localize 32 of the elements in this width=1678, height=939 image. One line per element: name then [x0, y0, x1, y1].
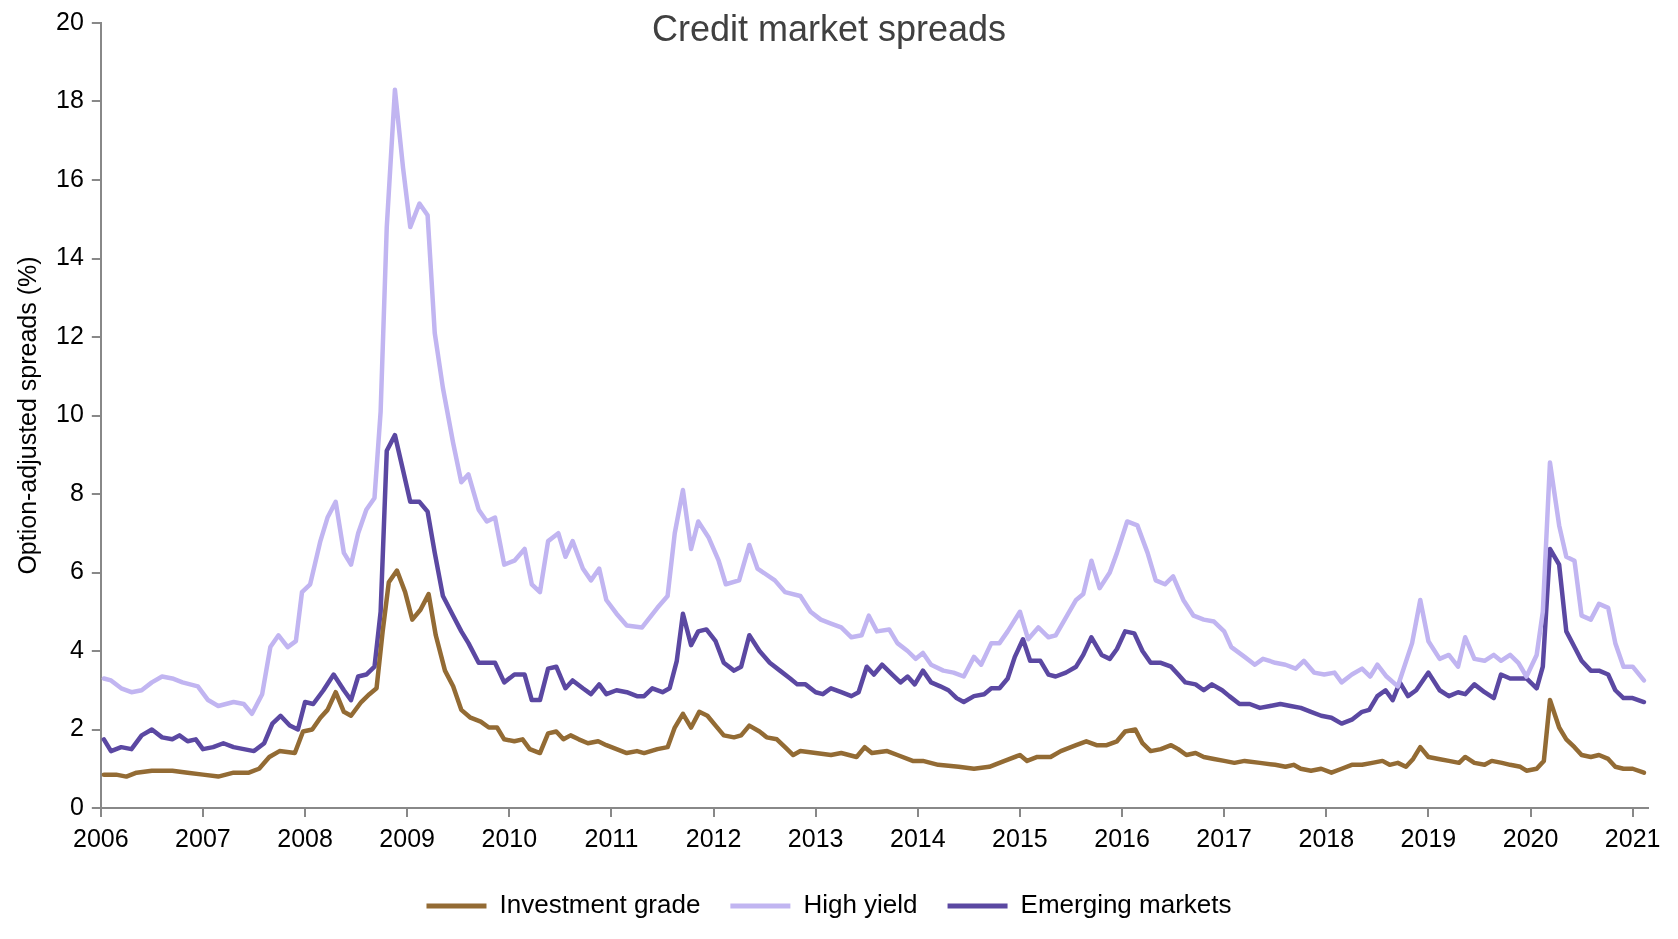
- legend-label: Investment grade: [499, 889, 701, 920]
- chart-title: Credit market spreads: [651, 8, 1007, 50]
- y-tick-label: 20: [56, 6, 84, 35]
- x-tick-label: 2013: [787, 823, 844, 852]
- legend-label: Emerging markets: [1020, 889, 1232, 920]
- x-tick-label: 2014: [889, 823, 946, 852]
- y-tick-label: 18: [56, 85, 84, 114]
- x-tick-label: 2011: [584, 823, 639, 852]
- x-tick-label: 2009: [379, 823, 435, 852]
- x-tick-label: 2017: [1196, 823, 1252, 852]
- y-tick-label: 16: [56, 163, 84, 192]
- x-tick-label: 2006: [73, 823, 129, 852]
- y-tick-label: 10: [56, 399, 84, 428]
- x-tick-label: 2020: [1502, 823, 1559, 852]
- x-tick-label: 2008: [277, 823, 333, 852]
- legend-label: High yield: [803, 889, 918, 920]
- x-tick-label: 2016: [1094, 823, 1150, 852]
- x-tick-label: 2021: [1604, 823, 1661, 852]
- y-tick-label: 2: [69, 713, 84, 742]
- x-tick-label: 2007: [175, 823, 231, 852]
- y-tick-label: 6: [69, 556, 84, 585]
- x-tick-label: 2012: [685, 823, 742, 852]
- y-axis-title: Option-adjusted spreads (%): [12, 256, 41, 575]
- x-tick-label: 2019: [1400, 823, 1457, 852]
- y-tick-label: 12: [56, 320, 84, 349]
- y-tick-label: 8: [69, 477, 84, 506]
- x-tick-label: 2018: [1298, 823, 1355, 852]
- y-tick-label: 0: [69, 791, 84, 820]
- x-tick-label: 2015: [992, 823, 1048, 852]
- y-tick-label: 14: [56, 242, 84, 271]
- x-tick-label: 2010: [481, 823, 538, 852]
- y-tick-label: 4: [69, 634, 84, 663]
